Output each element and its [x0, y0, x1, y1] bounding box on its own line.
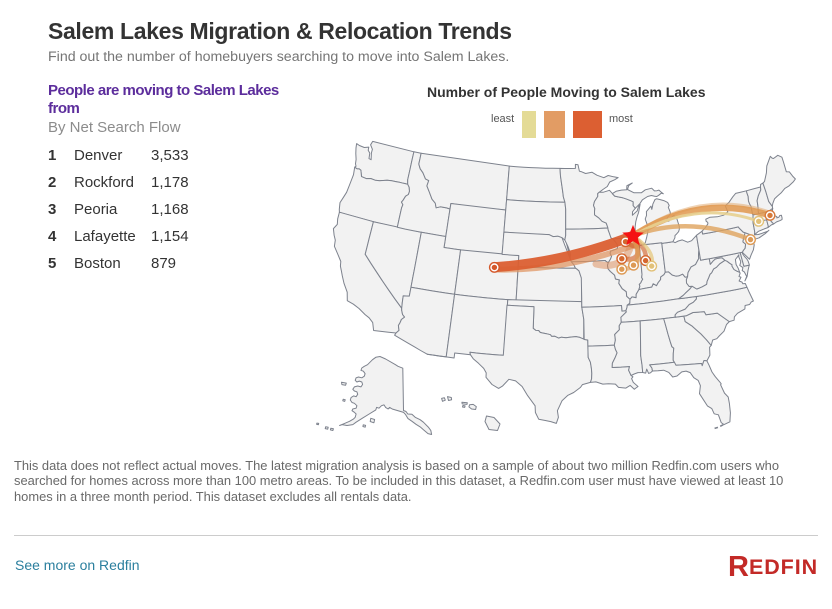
svg-text:R: R: [728, 551, 749, 580]
svg-text:EDFIN: EDFIN: [749, 555, 818, 579]
